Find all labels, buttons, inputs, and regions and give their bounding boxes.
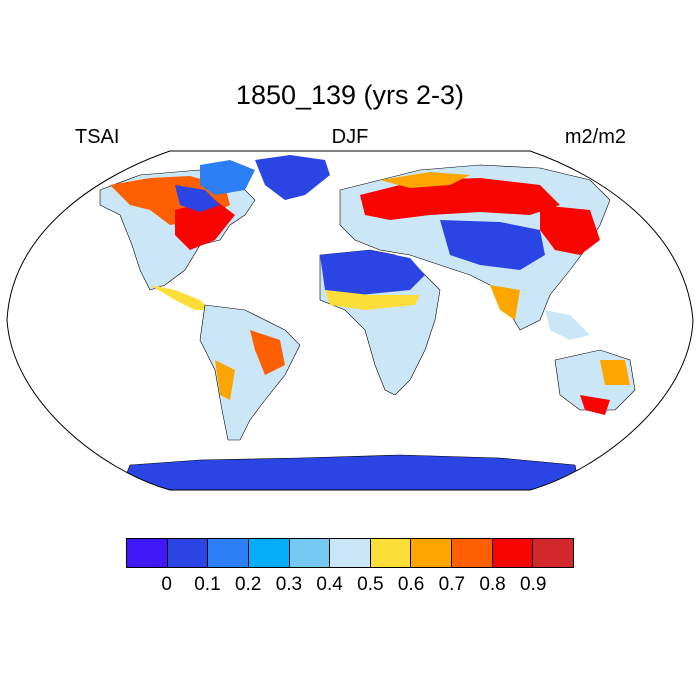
colorbar-swatch	[330, 539, 371, 567]
colorbar-tick-label: 0.4	[316, 574, 343, 595]
land-region	[580, 395, 610, 415]
colorbar-swatch	[452, 539, 493, 567]
land-region	[200, 160, 255, 195]
colorbar-tick-label: 0.7	[438, 574, 466, 595]
land-region	[545, 310, 590, 340]
colorbar-tick-label: 0.5	[357, 574, 384, 595]
land-region	[380, 172, 470, 188]
land-region	[325, 290, 420, 310]
land-region	[600, 360, 630, 385]
colorbar-tick-label: 0.8	[479, 574, 506, 595]
colorbar	[126, 538, 574, 568]
land-region	[199, 304, 301, 441]
colorbar-tick-label: 0.3	[275, 574, 303, 595]
map-boundary	[6, 150, 694, 491]
land-region	[119, 454, 581, 490]
colorbar-swatch	[492, 539, 534, 567]
variable-label: TSAI	[75, 126, 120, 148]
colorbar-tick-label: 0.1	[194, 574, 221, 595]
colorbar-swatch	[289, 539, 331, 567]
land-region	[360, 178, 560, 220]
colorbar-swatch	[127, 539, 168, 567]
season-label: DJF	[331, 126, 369, 148]
colorbar-swatch	[167, 539, 209, 567]
colorbar-tick-label: 0	[161, 574, 172, 595]
colorbar-swatch	[533, 539, 574, 567]
plot-title: 1850_139 (yrs 2-3)	[235, 80, 465, 110]
land-layer	[99, 155, 636, 490]
land-region	[320, 250, 425, 295]
colorbar-swatch	[248, 539, 290, 567]
colorbar-swatch	[411, 539, 453, 567]
land-region	[255, 155, 330, 200]
colorbar-tick-label: 0.6	[397, 574, 425, 595]
colorbar-ticks: 0 0.1 0.2 0.3 0.4 0.5 0.6 0.7 0.8 0.9	[0, 574, 700, 600]
land-region	[490, 285, 520, 320]
land-region	[215, 360, 235, 400]
colorbar-swatch	[370, 539, 412, 567]
land-region	[440, 220, 545, 270]
land-region	[175, 185, 220, 212]
land-region	[540, 205, 600, 255]
colorbar-swatch	[208, 539, 249, 567]
colorbar-tick-label: 0.2	[234, 574, 262, 595]
land-region	[175, 200, 235, 250]
land-region	[250, 330, 285, 375]
units-label: m2/m2	[564, 126, 626, 148]
colorbar-tick-label: 0.9	[520, 574, 547, 595]
land-region	[150, 285, 210, 310]
